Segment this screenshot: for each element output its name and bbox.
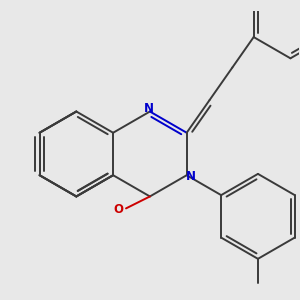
Text: O: O (114, 203, 124, 216)
Text: N: N (144, 102, 154, 115)
Text: N: N (186, 170, 196, 183)
